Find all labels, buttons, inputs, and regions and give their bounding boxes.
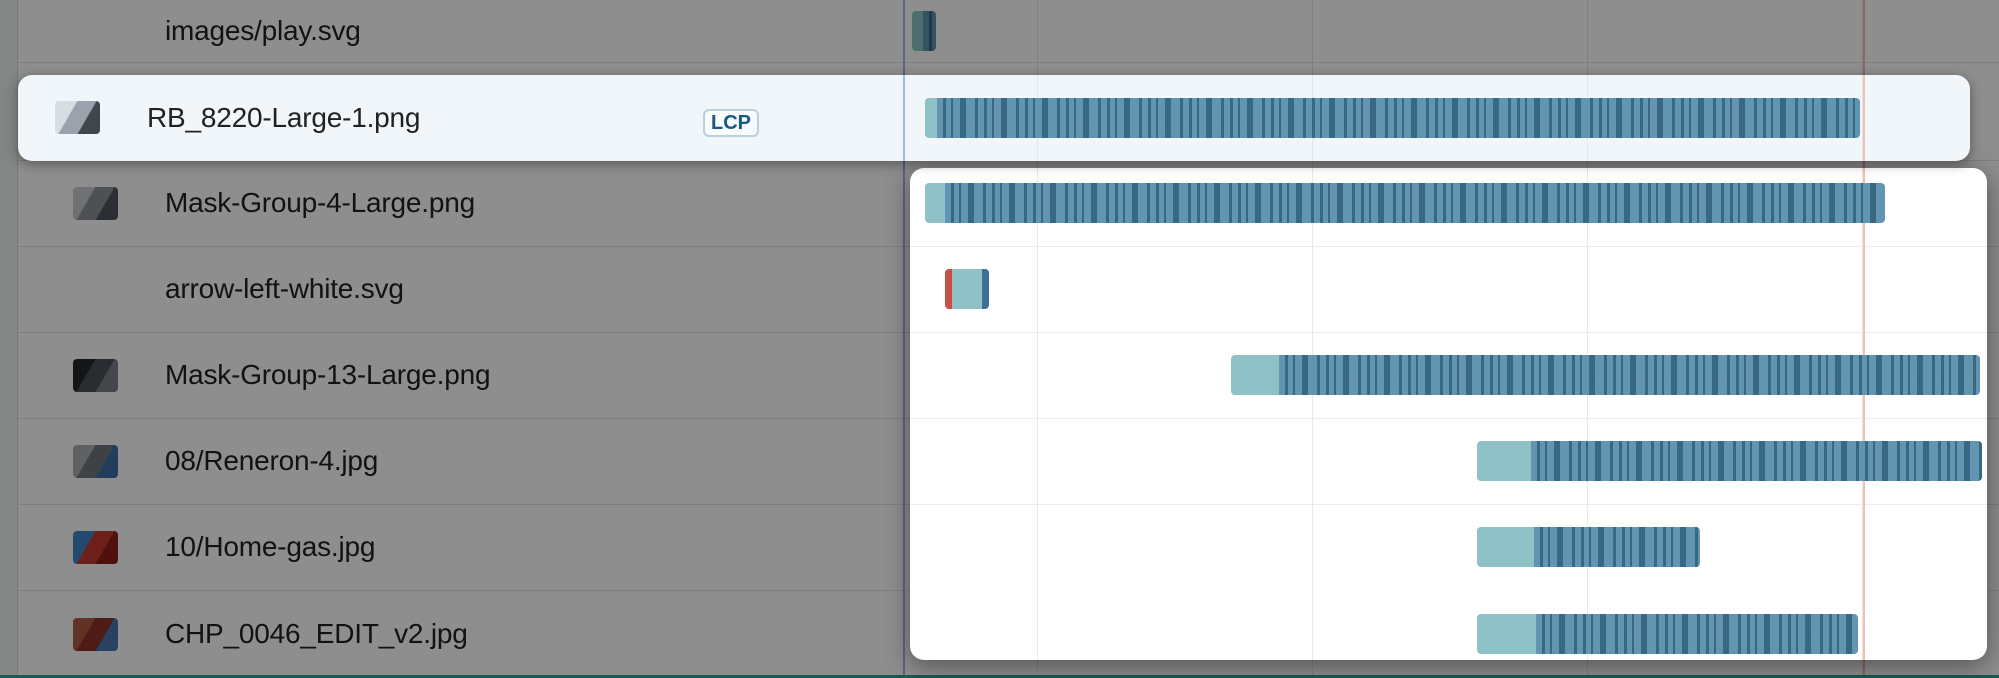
waterfall-bar[interactable] (912, 11, 936, 51)
row-divider (910, 246, 1987, 247)
request-row[interactable]: images/play.svg (18, 0, 1999, 63)
bar-segment-striped (937, 98, 1860, 138)
bar-segment-striped (945, 183, 1885, 223)
request-thumbnail (73, 530, 118, 564)
bar-segment-cap (1231, 355, 1279, 395)
waterfall-bar[interactable] (945, 269, 989, 309)
bar-segment-cap (1477, 614, 1536, 654)
lcp-badge: LCP (703, 109, 759, 137)
bar-segment-striped (1536, 614, 1858, 654)
request-name: Mask-Group-4-Large.png (165, 187, 475, 218)
bar-segment-edge (982, 269, 989, 309)
request-name: CHP_0046_EDIT_v2.jpg (165, 618, 468, 649)
request-name: Mask-Group-13-Large.png (165, 359, 491, 390)
row-divider (910, 332, 1987, 333)
highlighted-request-card[interactable]: RB_8220-Large-1.png LCP (18, 75, 1970, 161)
bar-segment-cap (912, 11, 923, 51)
bar-segment-cap (1477, 527, 1534, 567)
gridline (1862, 75, 1863, 161)
request-row[interactable]: 10/Home-gas.jpg (18, 504, 1999, 591)
waterfall-bar[interactable] (1231, 355, 1980, 395)
waterfall-bar[interactable] (1477, 527, 1700, 567)
request-row[interactable]: Mask-Group-4-Large.png (18, 160, 1999, 247)
bar-segment-cap (952, 269, 982, 309)
gridline (1862, 168, 1863, 660)
gridline (1037, 168, 1038, 660)
waterfall-bar[interactable] (1477, 441, 1982, 481)
left-column-strip (0, 0, 18, 678)
row-divider (910, 504, 1987, 505)
waterfall-bar[interactable] (1477, 614, 1858, 654)
gridline (1312, 168, 1313, 660)
waterfall-popup (910, 168, 1987, 660)
request-name: arrow-left-white.svg (165, 273, 404, 304)
waterfall-bar[interactable] (925, 183, 1885, 223)
waterfall-bar[interactable] (925, 98, 1860, 138)
request-row[interactable]: CHP_0046_EDIT_v2.jpg (18, 590, 1999, 678)
request-name: 08/Reneron-4.jpg (165, 445, 379, 476)
bar-segment-cap (925, 98, 937, 138)
bar-segment-striped (1534, 527, 1700, 567)
load-event-marker-line (1863, 168, 1865, 660)
request-name: RB_8220-Large-1.png (147, 102, 421, 133)
dom-content-loaded-marker-line (903, 75, 905, 161)
request-thumbnail (73, 444, 118, 478)
bar-segment-striped (1279, 355, 1980, 395)
request-row[interactable]: Mask-Group-13-Large.png (18, 332, 1999, 419)
request-thumbnail (73, 186, 118, 220)
request-thumbnail (73, 617, 118, 651)
bar-segment-striped (923, 11, 936, 51)
request-name: 10/Home-gas.jpg (165, 531, 376, 562)
bar-segment-red (945, 269, 952, 309)
row-divider (910, 418, 1987, 419)
gridline (1587, 168, 1588, 660)
request-name: images/play.svg (165, 15, 361, 46)
bar-segment-cap (925, 183, 945, 223)
bottom-edge-line (0, 675, 1999, 678)
load-event-marker-line (1863, 75, 1865, 161)
bar-segment-cap (1477, 441, 1531, 481)
bar-segment-striped (1531, 441, 1982, 481)
dom-content-loaded-marker-line (903, 0, 905, 678)
request-thumbnail (55, 101, 100, 134)
request-thumbnail (73, 358, 118, 392)
